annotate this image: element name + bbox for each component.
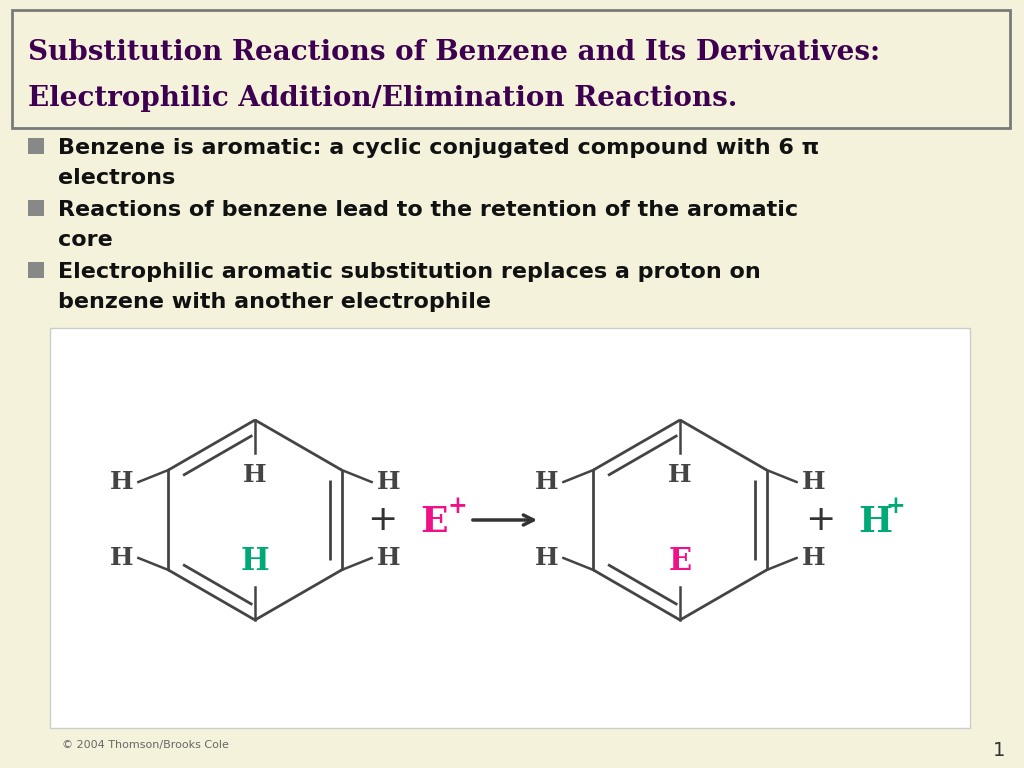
Text: Reactions of benzene lead to the retention of the aromatic: Reactions of benzene lead to the retenti… (58, 200, 798, 220)
Text: H: H (377, 546, 400, 570)
Text: E: E (669, 546, 691, 577)
Text: +: + (805, 503, 836, 537)
Bar (50, 328, 970, 728)
Bar (12, 10, 1010, 128)
Text: H: H (110, 546, 133, 570)
Text: +: + (367, 503, 397, 537)
Text: H: H (802, 546, 825, 570)
Text: H: H (802, 470, 825, 494)
Bar (28, 138, 44, 154)
Text: H: H (535, 546, 558, 570)
Bar (28, 200, 44, 216)
Text: H: H (669, 463, 692, 487)
Text: H: H (535, 470, 558, 494)
Text: electrons: electrons (58, 168, 175, 188)
Text: Benzene is aromatic: a cyclic conjugated compound with 6 π: Benzene is aromatic: a cyclic conjugated… (58, 138, 819, 158)
Text: H: H (110, 470, 133, 494)
Text: Substitution Reactions of Benzene and Its Derivatives:: Substitution Reactions of Benzene and It… (28, 38, 880, 65)
Bar (28, 262, 44, 278)
Text: H: H (241, 546, 269, 577)
Text: H: H (858, 505, 892, 539)
Text: benzene with another electrophile: benzene with another electrophile (58, 292, 490, 312)
Text: core: core (58, 230, 113, 250)
Text: H: H (377, 470, 400, 494)
Text: H: H (243, 463, 267, 487)
Text: +: + (885, 494, 905, 518)
Text: +: + (447, 494, 467, 518)
Text: Electrophilic Addition/Elimination Reactions.: Electrophilic Addition/Elimination React… (28, 84, 737, 111)
Text: © 2004 Thomson/Brooks Cole: © 2004 Thomson/Brooks Cole (62, 740, 229, 750)
Text: Electrophilic aromatic substitution replaces a proton on: Electrophilic aromatic substitution repl… (58, 262, 761, 282)
Text: 1: 1 (992, 740, 1005, 760)
Text: E: E (420, 505, 447, 539)
